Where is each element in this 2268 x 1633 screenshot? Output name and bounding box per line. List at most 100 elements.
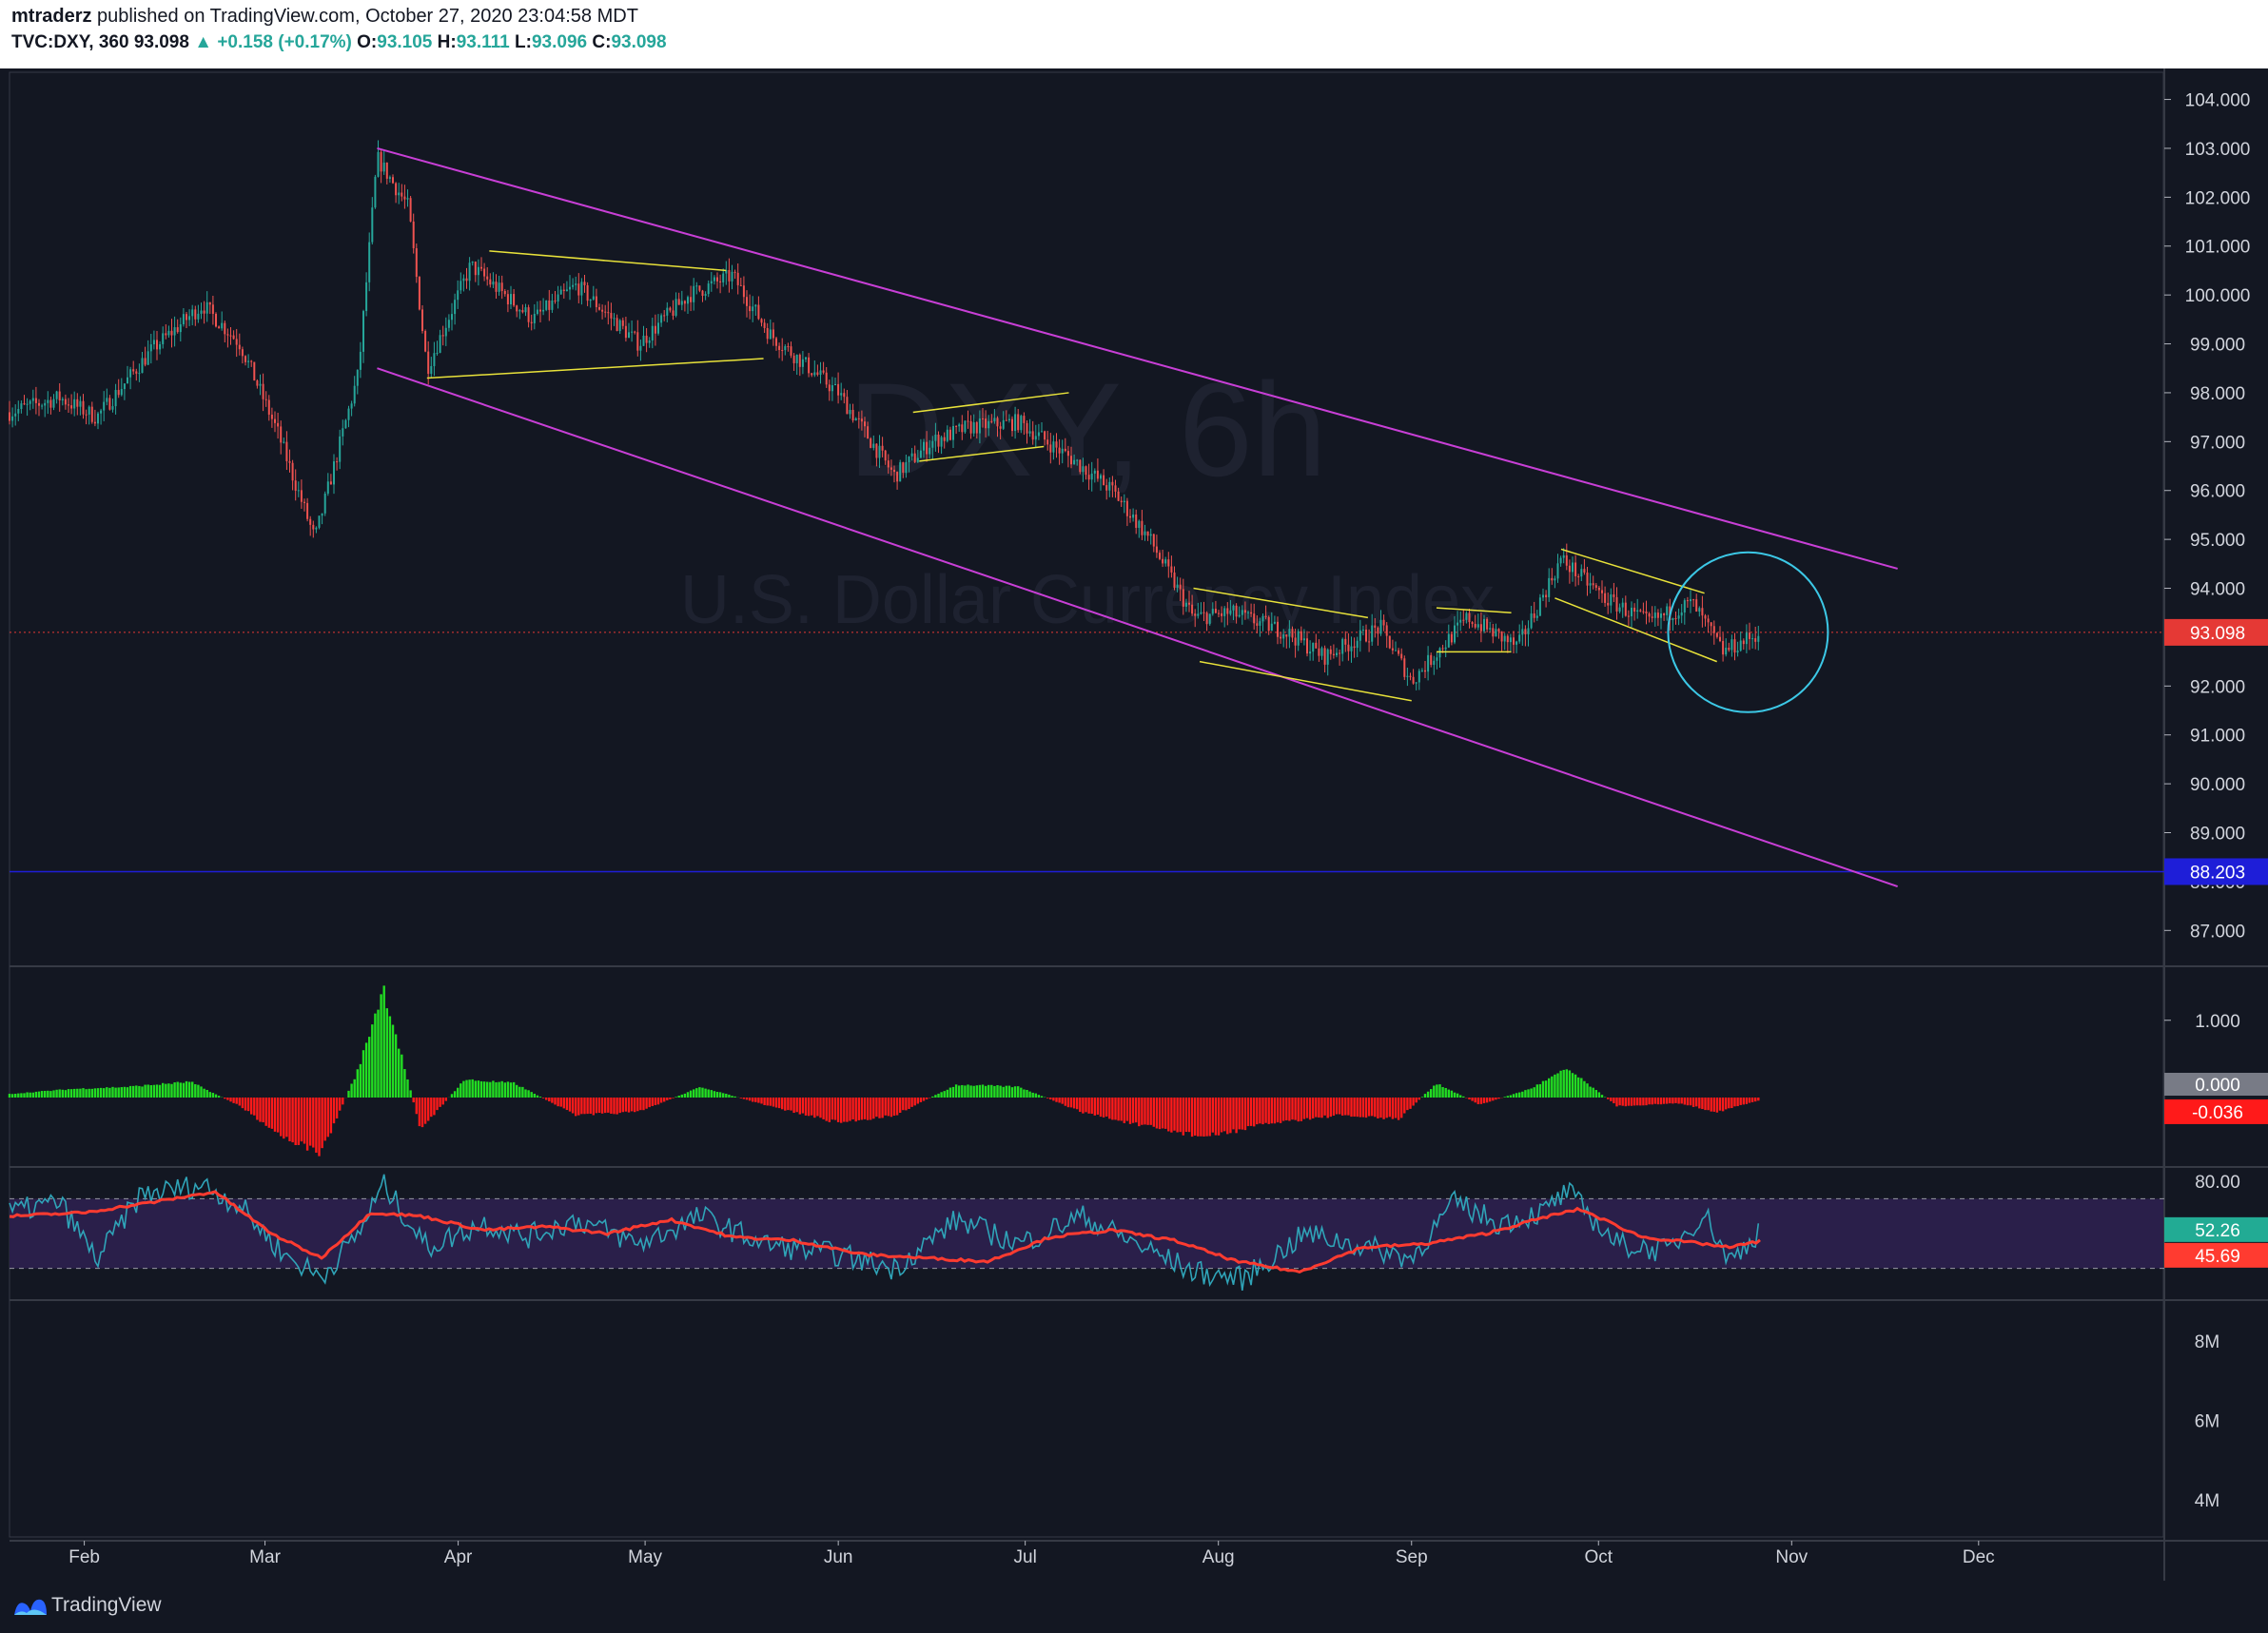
open-value: 93.105 — [377, 32, 433, 52]
candle-body — [1663, 613, 1666, 615]
candle-body — [1524, 629, 1527, 634]
time-tick-label: Dec — [1963, 1547, 1995, 1567]
candle-body — [1120, 500, 1123, 503]
candle-body — [421, 309, 423, 331]
pattern-trendline[interactable] — [1436, 607, 1512, 613]
pattern-trendline[interactable] — [489, 250, 727, 272]
candle-body — [52, 399, 55, 408]
candle-body — [1530, 613, 1533, 629]
candle-body — [923, 441, 925, 451]
rsi-ma-line[interactable] — [9, 1190, 1761, 1274]
candle-body — [1096, 470, 1099, 479]
candle-body — [300, 490, 303, 502]
histogram-bars — [8, 985, 1760, 1157]
candle-body — [648, 340, 651, 343]
candle-body — [1034, 436, 1037, 440]
candle-body — [1618, 607, 1621, 612]
pattern-trendline[interactable] — [919, 445, 1045, 462]
candle-body — [642, 335, 645, 346]
candle-body — [595, 296, 597, 307]
candle-body — [1238, 614, 1241, 617]
pattern-trendline[interactable] — [912, 392, 1069, 414]
close-label: C: — [592, 32, 612, 52]
candle-body — [1218, 612, 1220, 614]
pattern-trendline[interactable] — [1560, 548, 1705, 594]
pattern-trendline[interactable] — [426, 358, 764, 379]
time-axis[interactable]: Feb Mar Apr May Jun Jul Aug Sep Oct Nov Dec — [68, 1541, 1995, 1567]
candle-body — [114, 390, 117, 407]
rsi-ma-last-badge[interactable] — [2164, 1242, 2268, 1268]
last-price-badge[interactable] — [2164, 618, 2268, 646]
candle-body — [1610, 593, 1613, 606]
level-badge[interactable] — [2164, 858, 2268, 885]
channel-upper-line[interactable] — [377, 146, 1898, 570]
chart-canvas[interactable]: DXY, 6h U.S. Dollar Currency Index 104.0… — [0, 68, 2268, 1581]
candle-body — [1241, 610, 1243, 615]
price-tick-label: 99.000 — [2190, 336, 2245, 356]
rsi-line[interactable] — [9, 1174, 1760, 1292]
pattern-trendline[interactable] — [1554, 597, 1717, 663]
candle-body — [1636, 610, 1639, 612]
candle-body — [1023, 416, 1026, 423]
candle-body — [1509, 637, 1512, 643]
candle-body — [680, 301, 683, 305]
candle-body — [1123, 500, 1125, 503]
candle-body — [510, 294, 512, 305]
candle-body — [1489, 628, 1492, 630]
high-value: 93.111 — [456, 32, 510, 52]
candle-body — [675, 299, 677, 316]
candle-body — [1672, 617, 1674, 621]
candle-body — [144, 358, 147, 365]
candle-body — [557, 294, 559, 301]
candle-body — [1058, 447, 1061, 454]
candle-body — [173, 327, 176, 336]
candle-body — [1253, 613, 1256, 624]
candle-body — [1674, 617, 1677, 619]
price-axis[interactable]: 104.000 103.000 102.000 101.000 100.000 99.00… — [2164, 91, 2268, 1511]
candle-body — [297, 490, 300, 492]
candle-body — [837, 383, 840, 396]
candle-body — [1052, 441, 1055, 453]
osc-zero-badge[interactable] — [2164, 1073, 2268, 1096]
candle-body — [103, 401, 106, 411]
tradingview-brand[interactable]: TradingView — [51, 1594, 162, 1616]
candle-body — [1350, 646, 1353, 651]
candle-body — [1277, 621, 1279, 637]
candle-body — [159, 343, 162, 350]
rsi-last-badge[interactable] — [2164, 1216, 2268, 1242]
candle-body — [1651, 616, 1653, 618]
time-tick-label: Oct — [1584, 1547, 1613, 1567]
candle-body — [722, 273, 725, 282]
candle-body — [1701, 608, 1704, 616]
symbol-label[interactable]: TVC:DXY, 360 — [11, 32, 129, 52]
osc-last-badge[interactable] — [2164, 1098, 2268, 1124]
candle-body — [141, 358, 144, 374]
pattern-trendline[interactable] — [1193, 587, 1369, 619]
candle-body — [1361, 630, 1364, 632]
candle-body — [73, 399, 76, 409]
price-pane[interactable] — [9, 140, 2164, 887]
oscillator-pane[interactable] — [8, 985, 1760, 1157]
candle-body — [353, 385, 356, 404]
pattern-trendline[interactable] — [1199, 660, 1412, 702]
candle-body — [698, 285, 701, 291]
candle-body — [1686, 600, 1689, 602]
candle-body — [754, 304, 757, 307]
candle-body — [946, 429, 948, 441]
candle-body — [778, 345, 781, 351]
candle-body — [191, 309, 194, 317]
candle-body — [79, 400, 82, 407]
author-name[interactable]: mtraderz — [11, 6, 92, 27]
rsi-pane[interactable] — [9, 1174, 2164, 1292]
channel-lower-line[interactable] — [377, 367, 1898, 887]
chart-area[interactable]: DXY, 6h U.S. Dollar Currency Index 104.0… — [0, 68, 2268, 1581]
candle-body — [1648, 613, 1651, 617]
candle-body — [784, 346, 787, 351]
candle-body — [165, 333, 167, 336]
price-tick-label: 102.000 — [2185, 188, 2251, 208]
highlight-circle[interactable] — [1667, 551, 1829, 713]
candle-body — [1135, 514, 1138, 528]
tradingview-logo-icon[interactable] — [11, 1594, 49, 1619]
candle-body — [312, 524, 315, 530]
candle-body — [138, 373, 141, 375]
